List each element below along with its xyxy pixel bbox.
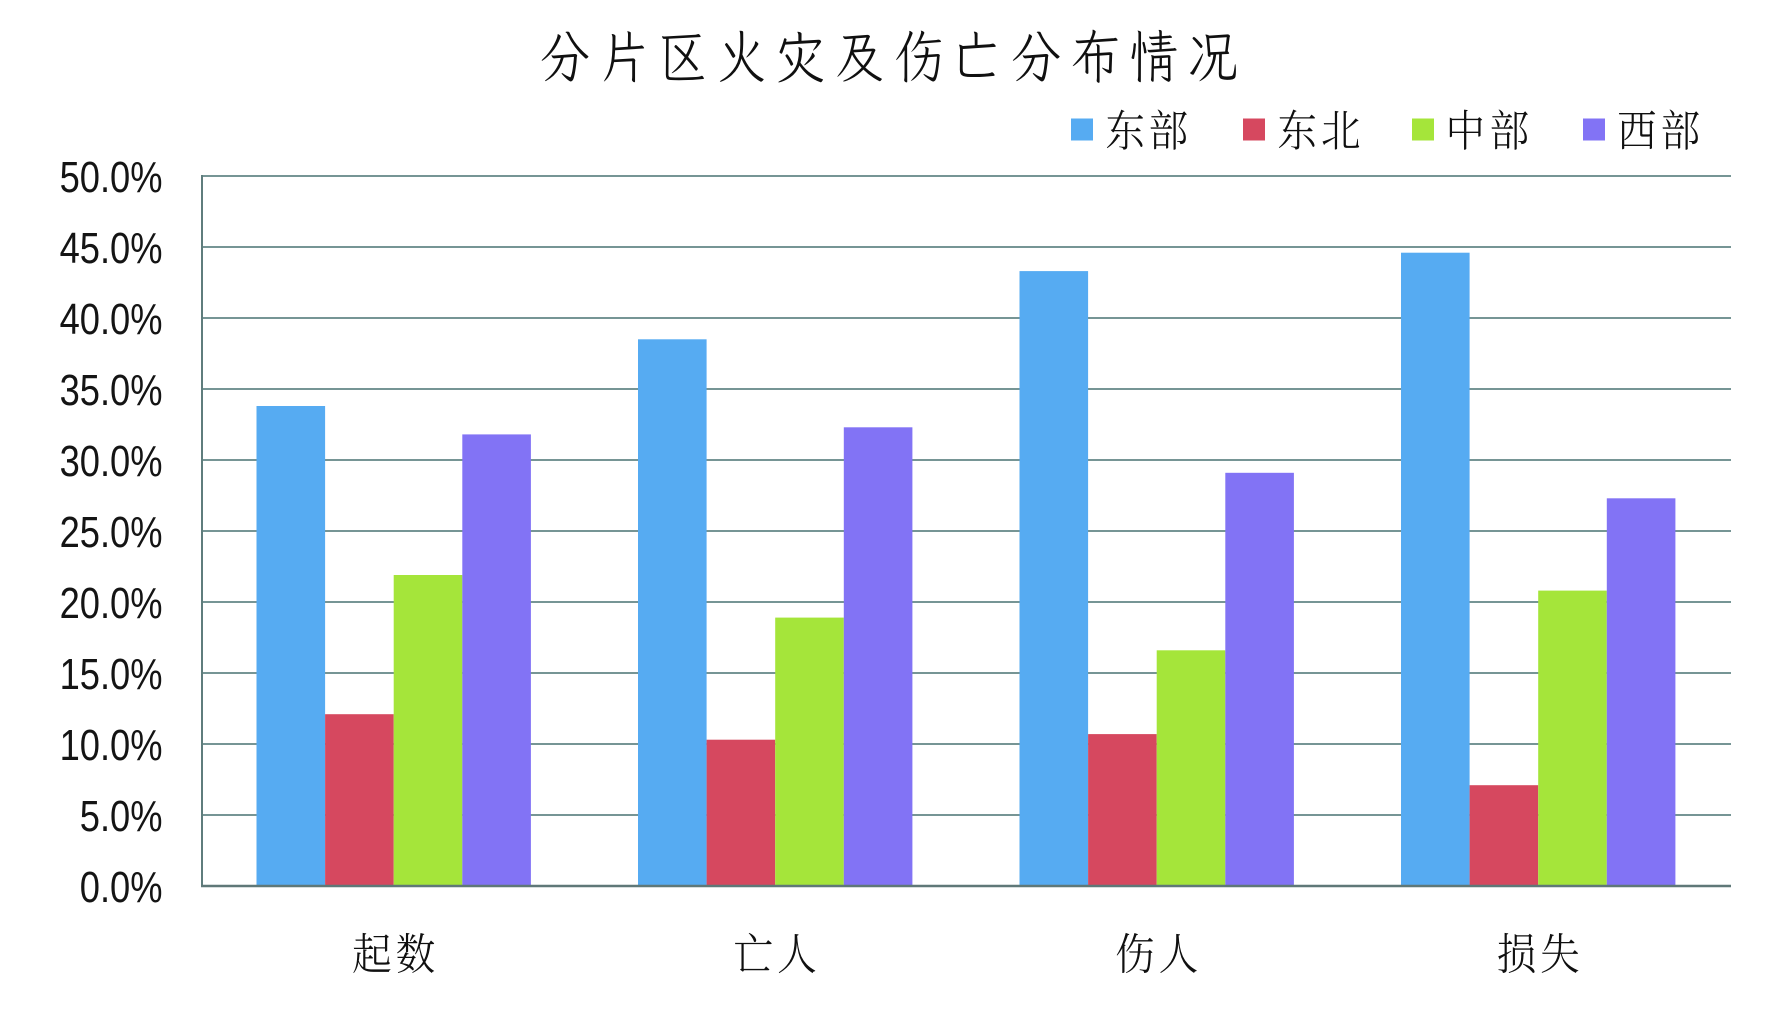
svg-text:15.0%: 15.0% [60, 649, 163, 699]
svg-text:35.0%: 35.0% [60, 365, 163, 415]
svg-text:50.0%: 50.0% [60, 152, 163, 202]
svg-text:0.0%: 0.0% [80, 862, 163, 912]
svg-text:40.0%: 40.0% [60, 294, 163, 344]
svg-text:25.0%: 25.0% [60, 507, 163, 557]
svg-text:10.0%: 10.0% [60, 720, 163, 770]
svg-text:45.0%: 45.0% [60, 223, 163, 273]
svg-text:20.0%: 20.0% [60, 578, 163, 628]
svg-text:5.0%: 5.0% [80, 791, 163, 841]
svg-text:30.0%: 30.0% [60, 436, 163, 486]
